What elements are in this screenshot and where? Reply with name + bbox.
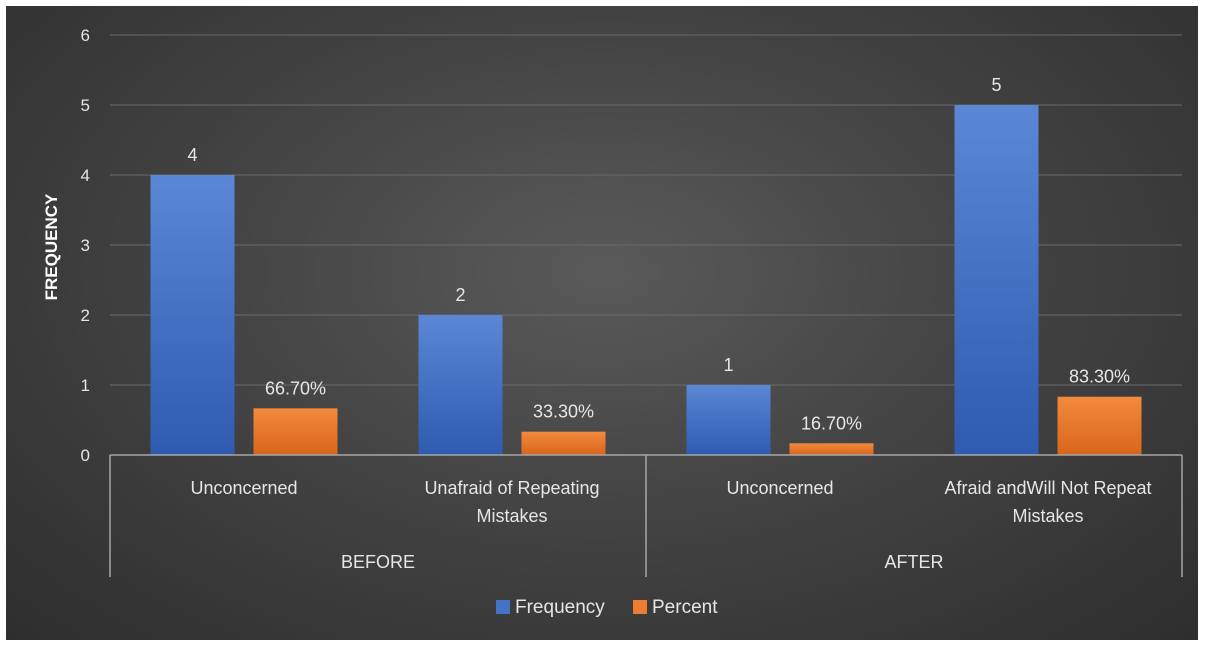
legend: Frequency Percent bbox=[496, 597, 718, 618]
frequency-bar bbox=[686, 385, 771, 455]
category-label: Unafraid of Repeating Mistakes bbox=[424, 478, 599, 526]
category-label: Unconcerned bbox=[726, 478, 833, 498]
percent-bar bbox=[789, 443, 874, 455]
chart-area: 0 1 2 3 4 5 6 FREQUENCY 4 66.70% 2 33.30% 1 16.70% 5… bbox=[6, 6, 1198, 640]
y-tick-labels: 0 1 2 3 4 5 6 bbox=[81, 26, 90, 465]
frequency-data-label: 5 bbox=[991, 75, 1001, 95]
y-tick-label: 0 bbox=[81, 446, 90, 465]
percent-data-label: 33.30% bbox=[533, 402, 594, 422]
frequency-bar bbox=[150, 175, 235, 455]
category-labels: Unconcerned Unafraid of Repeating Mistakes… bbox=[190, 478, 1151, 572]
frequency-bar bbox=[954, 105, 1039, 455]
percent-bar bbox=[521, 431, 606, 455]
data-labels: 4 66.70% 2 33.30% 1 16.70% 5 83.30% bbox=[187, 75, 1130, 433]
legend-swatch-percent bbox=[633, 600, 647, 614]
percent-data-label: 16.70% bbox=[801, 413, 862, 433]
legend-label-frequency: Frequency bbox=[515, 597, 605, 618]
category-label: Unconcerned bbox=[190, 478, 297, 498]
bar-chart: 0 1 2 3 4 5 6 FREQUENCY 4 66.70% 2 33.30% 1 16.70% 5… bbox=[42, 26, 1183, 618]
bars bbox=[150, 105, 1142, 455]
y-tick-label: 5 bbox=[81, 96, 90, 115]
y-tick-label: 2 bbox=[81, 306, 90, 325]
y-tick-label: 6 bbox=[81, 26, 90, 45]
legend-swatch-frequency bbox=[496, 600, 510, 614]
frequency-data-label: 2 bbox=[455, 285, 465, 305]
percent-data-label: 83.30% bbox=[1069, 367, 1130, 387]
category-label: Afraid andWill Not Repeat Mistakes bbox=[944, 478, 1151, 526]
percent-data-label: 66.70% bbox=[265, 378, 326, 398]
y-tick-label: 4 bbox=[81, 166, 90, 185]
legend-label-percent: Percent bbox=[652, 597, 718, 618]
category-axis bbox=[109, 454, 1183, 577]
group-label: AFTER bbox=[884, 552, 943, 572]
percent-bar bbox=[1057, 396, 1142, 455]
y-tick-label: 1 bbox=[81, 376, 90, 395]
frequency-data-label: 4 bbox=[187, 145, 197, 165]
y-tick-label: 3 bbox=[81, 236, 90, 255]
frequency-bar bbox=[418, 315, 503, 455]
y-axis-title: FREQUENCY bbox=[42, 193, 61, 300]
percent-bar bbox=[253, 408, 338, 455]
frequency-data-label: 1 bbox=[723, 355, 733, 375]
group-label: BEFORE bbox=[341, 552, 415, 572]
